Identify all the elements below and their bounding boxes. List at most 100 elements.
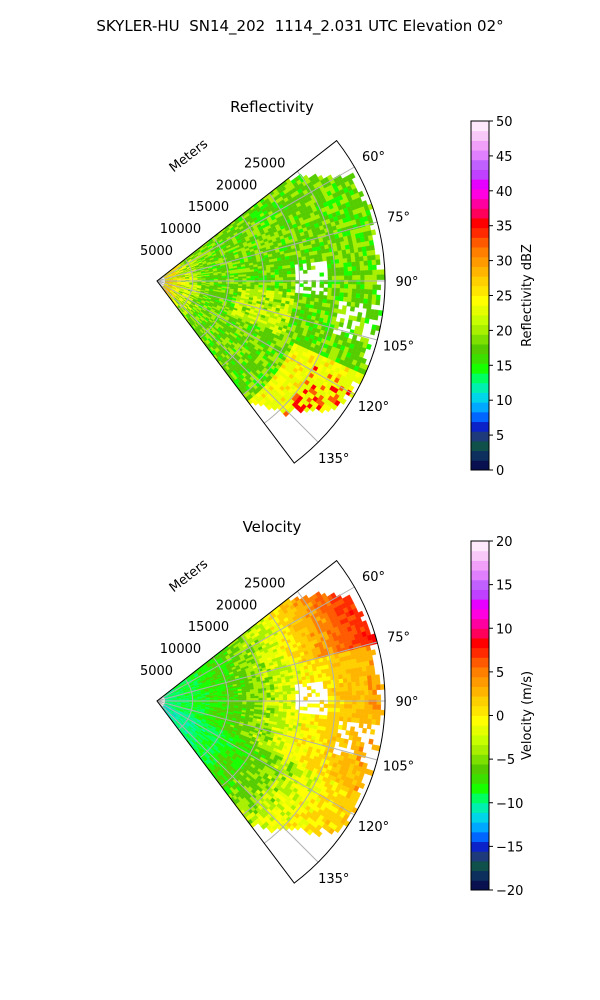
radar-cell bbox=[343, 271, 349, 276]
colorbar-swatch bbox=[471, 130, 489, 141]
radar-cell bbox=[242, 278, 247, 281]
radar-cell bbox=[258, 277, 264, 281]
colorbar-swatch bbox=[471, 208, 489, 219]
radar-cell bbox=[234, 278, 239, 281]
colorbar-swatch bbox=[471, 159, 489, 170]
radar-cell bbox=[368, 274, 373, 281]
radar-cell bbox=[230, 698, 235, 701]
radar-cell bbox=[371, 254, 376, 261]
radar-cell bbox=[363, 255, 368, 262]
radar-cell bbox=[368, 240, 375, 246]
colorbar-swatch bbox=[471, 237, 489, 248]
radar-cell bbox=[221, 697, 227, 700]
radar-cell bbox=[327, 268, 332, 273]
colorbar-swatch bbox=[471, 227, 489, 238]
colorbar-swatch bbox=[471, 188, 489, 200]
radar-cell bbox=[290, 289, 296, 293]
radar-cell bbox=[335, 292, 341, 297]
azimuth-tick-label: 60° bbox=[362, 150, 385, 165]
radar-cell bbox=[246, 698, 251, 701]
radar-cell bbox=[341, 249, 347, 255]
radar-cell bbox=[274, 269, 279, 273]
radar-cell bbox=[274, 274, 280, 278]
radar-cell bbox=[327, 283, 333, 289]
radar-cell bbox=[254, 273, 259, 277]
radar-cell bbox=[266, 285, 272, 289]
radar-cell bbox=[278, 274, 284, 278]
radar-cell bbox=[278, 285, 284, 290]
radar-cell bbox=[278, 271, 284, 275]
radar-cell bbox=[348, 284, 353, 289]
radar-cell bbox=[250, 273, 255, 277]
radar-cell bbox=[246, 282, 251, 285]
radar-cell bbox=[339, 288, 345, 293]
colorbar-swatch bbox=[471, 392, 489, 403]
panel-reflectivity: Reflectivity500010000150002000025000Mete… bbox=[140, 98, 535, 479]
radar-cell bbox=[372, 289, 377, 295]
colorbar-swatch bbox=[471, 450, 489, 461]
radar-cell bbox=[310, 258, 315, 263]
radar-cell bbox=[325, 303, 331, 308]
radar-cell bbox=[246, 696, 251, 699]
radar-cell bbox=[238, 696, 243, 699]
radar-cell bbox=[318, 298, 324, 303]
radar-cell bbox=[358, 251, 364, 258]
radar-cell bbox=[372, 264, 377, 271]
radar-cell bbox=[370, 329, 376, 336]
radar-cell bbox=[347, 266, 353, 272]
panel-title: Reflectivity bbox=[230, 98, 314, 116]
radar-cell bbox=[319, 283, 325, 288]
radar-cell bbox=[350, 301, 356, 308]
radar-cell bbox=[349, 306, 355, 312]
radar-cell bbox=[310, 294, 316, 299]
radar-cell bbox=[335, 283, 341, 289]
radar-cell bbox=[341, 305, 347, 311]
radar-cell bbox=[354, 256, 360, 263]
radar-cell bbox=[238, 702, 243, 705]
radar-cell bbox=[254, 282, 259, 286]
colorbar-swatch bbox=[471, 295, 489, 306]
radar-cell bbox=[291, 276, 296, 281]
radar-cell bbox=[327, 275, 333, 281]
radar-cell bbox=[341, 309, 347, 315]
colorbar-swatch bbox=[471, 334, 489, 345]
radar-cell bbox=[356, 284, 361, 290]
radar-cell bbox=[376, 269, 381, 276]
radar-cell bbox=[376, 274, 382, 280]
radar-cell bbox=[371, 259, 377, 266]
radar-cell bbox=[242, 704, 247, 707]
radial-tick-label: 25000 bbox=[244, 156, 285, 171]
radar-cell bbox=[354, 252, 360, 258]
radar-cell bbox=[373, 314, 379, 321]
radar-cell bbox=[314, 294, 320, 299]
radar-cell bbox=[351, 293, 357, 299]
radar-cell bbox=[342, 258, 348, 264]
figure-title: SKYLER-HU SN14_202 1114_2.031 UTC Elevat… bbox=[96, 17, 504, 35]
radar-cell bbox=[368, 289, 373, 295]
radar-cell bbox=[234, 698, 239, 701]
radar-cell bbox=[352, 284, 357, 290]
radar-cell bbox=[301, 259, 307, 264]
radar-cell bbox=[221, 277, 227, 280]
colorbar-swatch bbox=[471, 353, 489, 364]
radar-cell bbox=[270, 274, 276, 278]
radar-cell bbox=[306, 266, 312, 271]
radar-cell bbox=[322, 298, 328, 304]
radar-cell bbox=[351, 297, 356, 303]
radar-cell bbox=[282, 265, 287, 270]
radar-cell bbox=[368, 284, 373, 290]
radar-cell bbox=[318, 257, 323, 262]
radar-cell bbox=[290, 264, 295, 269]
radar-cell bbox=[369, 244, 375, 251]
radar-cell bbox=[266, 277, 272, 281]
radar-cell bbox=[266, 275, 272, 279]
radar-cell bbox=[338, 258, 344, 264]
radar-cell bbox=[363, 260, 369, 266]
radar-cell bbox=[348, 275, 353, 281]
radar-cell bbox=[335, 288, 341, 293]
colorbar-swatch bbox=[471, 305, 489, 316]
radar-cell bbox=[301, 256, 307, 261]
radar-cell bbox=[217, 699, 223, 701]
radar-cell bbox=[266, 282, 272, 286]
radar-cell bbox=[270, 277, 276, 281]
